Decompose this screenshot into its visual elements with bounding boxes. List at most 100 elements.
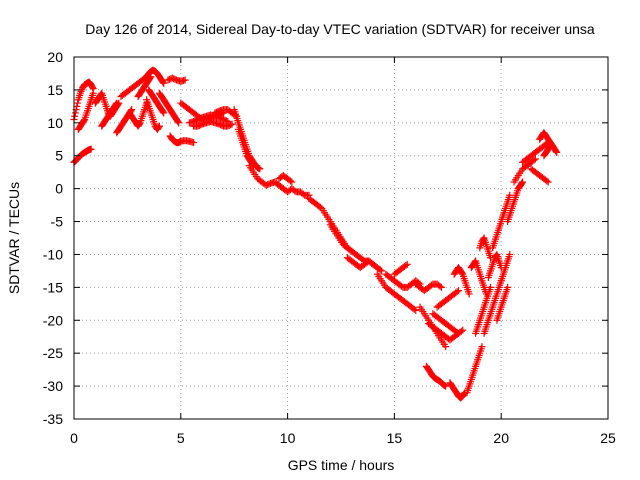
y-tick-label: -30	[43, 378, 63, 394]
series-arc-u	[234, 125, 257, 170]
y-tick-label: 20	[47, 49, 63, 65]
data-point	[410, 305, 418, 313]
data-point	[544, 178, 552, 186]
series-arc-i	[134, 73, 155, 100]
data-point	[155, 122, 163, 130]
data-point	[436, 282, 444, 290]
series-arc-ar	[489, 191, 514, 252]
series-arc-ah	[429, 310, 462, 337]
data-point	[442, 382, 450, 390]
series-arc-au	[504, 178, 527, 226]
series-arc-ag	[433, 287, 462, 311]
data-point	[175, 119, 183, 127]
series-arc-at	[497, 250, 514, 285]
data-point	[402, 261, 410, 269]
y-tick-label: -15	[43, 279, 63, 295]
data-point	[530, 156, 538, 164]
data-point	[454, 287, 462, 295]
data-point	[519, 178, 527, 186]
series-arc-ac	[390, 260, 411, 278]
data-points	[70, 66, 561, 402]
chart-title: Day 126 of 2014, Sidereal Day-to-day VTE…	[85, 21, 595, 37]
x-axis-label: GPS time / hours	[288, 457, 395, 473]
data-point	[190, 139, 198, 147]
data-point	[412, 306, 420, 314]
data-point	[174, 118, 182, 126]
data-point	[74, 99, 82, 107]
series-arc-e	[98, 99, 121, 130]
x-tick-label: 0	[70, 430, 78, 446]
series-arc-n	[164, 74, 189, 85]
series-arc-w	[275, 171, 296, 186]
data-point	[478, 343, 486, 351]
data-point	[442, 343, 450, 351]
data-point	[160, 79, 168, 87]
data-point	[454, 329, 462, 337]
grid	[74, 57, 608, 419]
data-point	[136, 120, 144, 128]
series-arc-ad	[412, 280, 445, 295]
data-point	[453, 288, 461, 296]
data-point	[181, 76, 189, 84]
axis-ticks: 0 5 10 15 20 25 -35 -30 -25 -20 -15 -10 -5 0 5 10 15 20	[43, 49, 616, 446]
data-point	[368, 259, 376, 267]
data-point	[80, 117, 88, 125]
y-tick-label: -25	[43, 345, 63, 361]
data-point	[506, 250, 514, 258]
data-point	[160, 109, 168, 117]
series-arc-o	[166, 132, 198, 147]
y-tick-label: 0	[55, 181, 63, 197]
x-tick-label: 5	[177, 430, 185, 446]
data-point	[288, 178, 296, 186]
data-point	[376, 266, 384, 274]
y-tick-label: -20	[43, 312, 63, 328]
series-arc-l	[145, 86, 168, 117]
series-arc-b	[70, 78, 97, 124]
data-point	[113, 99, 121, 107]
data-point	[256, 165, 264, 173]
data-point	[552, 147, 560, 155]
x-tick-label: 10	[280, 430, 296, 446]
data-point	[453, 328, 461, 336]
y-tick-label: 10	[47, 115, 63, 131]
data-point	[465, 290, 473, 298]
series-arc-k	[143, 96, 163, 133]
y-tick-label: -10	[43, 246, 63, 262]
data-point	[228, 120, 236, 128]
data-point	[71, 109, 79, 117]
data-point	[112, 100, 120, 108]
series-arc-ao	[476, 234, 495, 262]
data-point	[459, 326, 467, 334]
data-point	[159, 78, 167, 86]
data-point	[487, 283, 495, 291]
data-point	[378, 267, 386, 275]
data-point	[518, 179, 526, 187]
data-point	[155, 123, 163, 131]
series-arc-av	[510, 155, 539, 186]
data-point	[403, 260, 411, 268]
data-point	[89, 89, 97, 97]
series-arc-an	[472, 283, 495, 337]
series-arc-ax	[527, 165, 552, 186]
series-arc-ai	[422, 362, 450, 390]
x-tick-label: 25	[600, 430, 616, 446]
data-point	[543, 177, 551, 185]
y-axis-label: SDTVAR / TECUs	[6, 182, 22, 294]
data-point	[73, 102, 81, 110]
series-arc-ak	[450, 264, 473, 298]
data-point	[437, 283, 445, 291]
x-tick-label: 15	[387, 430, 403, 446]
y-tick-label: -35	[43, 411, 63, 427]
series-arc-as	[493, 283, 512, 324]
data-point	[531, 155, 539, 163]
data-point	[71, 112, 79, 120]
data-point	[504, 283, 512, 291]
data-point	[369, 260, 377, 268]
data-point	[89, 83, 97, 91]
plot-frame	[73, 56, 609, 420]
data-point	[286, 177, 294, 185]
data-point	[227, 121, 235, 129]
y-tick-label: 15	[47, 82, 63, 98]
series-arc-aj	[446, 379, 469, 402]
